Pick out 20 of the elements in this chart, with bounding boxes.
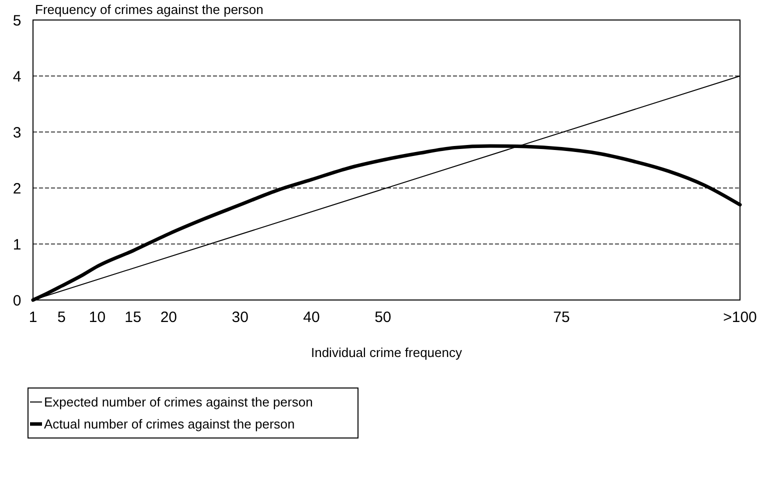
y-tick-label: 3 xyxy=(12,124,22,142)
x-tick-label: 15 xyxy=(124,309,142,326)
x-tick-label: 30 xyxy=(232,309,248,326)
y-tick-label: 4 xyxy=(12,68,22,86)
y-tick-label: 5 xyxy=(12,12,22,30)
x-tick-label: 10 xyxy=(88,309,106,326)
x-tick-label: >100 xyxy=(723,309,757,326)
y-tick-label: 1 xyxy=(12,236,22,254)
legend-label: Actual number of crimes against the person xyxy=(44,416,295,432)
y-tick-label: 2 xyxy=(12,180,22,198)
x-tick-label: 40 xyxy=(303,309,320,326)
y-axis-title: Frequency of crimes against the person xyxy=(35,2,264,17)
x-axis-title: Individual crime frequency xyxy=(310,345,462,360)
x-tick-label: 20 xyxy=(160,309,178,326)
x-tick-label: 75 xyxy=(553,309,570,326)
x-tick-label: 5 xyxy=(57,309,66,326)
y-tick-label: 0 xyxy=(12,292,22,310)
legend-label: Expected number of crimes against the person xyxy=(44,394,313,410)
x-tick-label: 1 xyxy=(28,309,38,326)
x-tick-label: 50 xyxy=(374,309,392,326)
